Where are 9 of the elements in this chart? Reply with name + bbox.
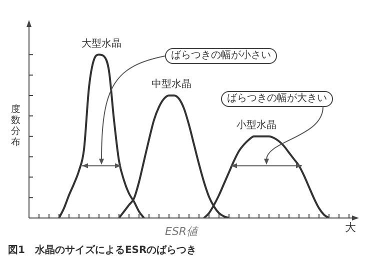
series-label: 中型水晶 <box>152 78 192 90</box>
text: 大 <box>345 221 356 234</box>
annotation: ばらつきの幅が小さい <box>165 48 277 64</box>
text: 図1 水晶のサイズによるESRのばらつき <box>8 245 197 256</box>
y-axis-title: 度数分布 <box>11 104 21 148</box>
annotation: ばらつきの幅が大きい <box>221 91 333 107</box>
series-label: 小型水晶 <box>236 118 276 131</box>
series-label: 大型水晶 <box>82 37 122 50</box>
x-axis-title: ESR値 <box>165 225 198 238</box>
